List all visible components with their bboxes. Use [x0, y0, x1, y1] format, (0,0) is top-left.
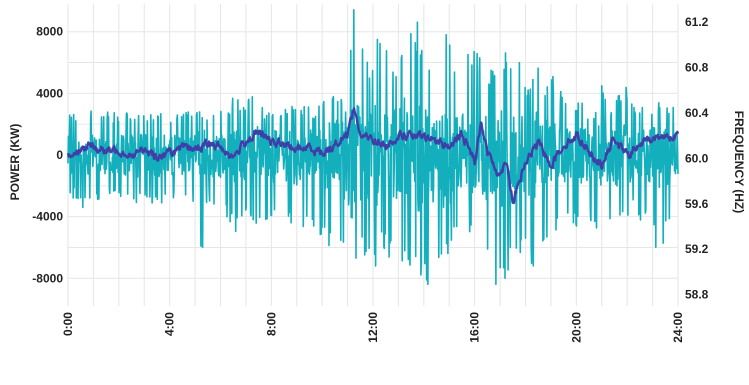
y-left-tick-label: -4000: [32, 210, 63, 224]
y-right-tick-label: 59.2: [685, 242, 709, 256]
y-right-tick-label: 60.4: [685, 106, 709, 120]
x-tick-label: 8:00: [264, 312, 278, 336]
x-tick-label: 12:00: [366, 312, 380, 343]
y-axis-left-label: POWER (KW): [8, 124, 22, 201]
x-tick-label: 20:00: [569, 312, 583, 343]
x-tick-label: 24:00: [671, 312, 685, 343]
y-axis-right-label: FREQUENCY (HZ): [732, 111, 746, 213]
x-tick-label: 16:00: [468, 312, 482, 343]
y-left-tick-label: 0: [56, 148, 63, 162]
x-tick-label: 4:00: [163, 312, 177, 336]
frequency-series: [66, 107, 680, 205]
y-left-tick-label: -8000: [32, 271, 63, 285]
y-right-tick-label: 60.8: [685, 61, 709, 75]
y-right-tick-label: 58.8: [685, 288, 709, 302]
y-right-tick-label: 61.2: [685, 15, 709, 29]
x-tick-label: 0:00: [61, 312, 75, 336]
tick-labels: 8000 4000 0 -4000 -8000 61.2 60.8 60.4 60.0 59.6 5…: [32, 15, 708, 343]
frequency-line: [66, 107, 680, 205]
y-left-tick-label: 4000: [36, 86, 63, 100]
y-right-tick-label: 59.6: [685, 197, 709, 211]
y-right-tick-label: 60.0: [685, 151, 709, 165]
y-left-tick-label: 8000: [36, 25, 63, 39]
